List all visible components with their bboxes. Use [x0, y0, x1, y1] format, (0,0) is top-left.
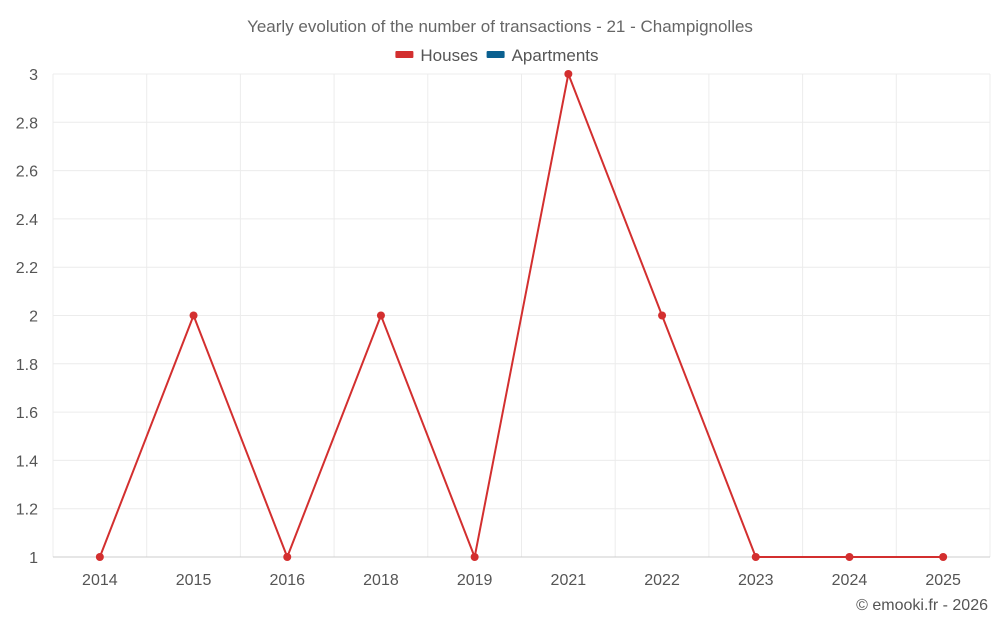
data-point [189, 311, 198, 320]
data-point [939, 553, 948, 561]
x-tick-label: 2021 [551, 572, 587, 589]
credit-text: © emooki.fr - 2026 [856, 597, 988, 614]
y-tick-label: 2.8 [16, 115, 38, 132]
legend: Houses Apartments [395, 46, 599, 65]
x-tick-label: 2014 [82, 572, 118, 589]
data-point [95, 553, 104, 561]
y-tick-label: 2 [29, 309, 38, 326]
legend-label: Apartments [512, 46, 599, 65]
data-point [845, 553, 854, 561]
y-tick-label: 1 [29, 550, 38, 567]
axes: 1 1.2 1.4 1.6 1.8 2 2.2 2.4 2.6 2.8 3 2014 2015 2016 2… [16, 67, 990, 589]
data-point [470, 553, 479, 561]
data-point [376, 311, 385, 320]
x-tick-label: 2015 [176, 572, 212, 589]
legend-swatch [395, 51, 414, 58]
chart-title: Yearly evolution of the number of transa… [247, 17, 753, 36]
x-tick-label: 2025 [925, 572, 961, 589]
y-tick-label: 3 [29, 67, 38, 84]
y-tick-label: 1.2 [16, 502, 38, 519]
x-tick-label: 2022 [644, 572, 680, 589]
series-line-houses [98, 73, 944, 558]
legend-label: Houses [420, 46, 478, 65]
x-tick-label: 2016 [269, 572, 305, 589]
x-tick-label: 2019 [457, 572, 493, 589]
y-tick-label: 1.6 [16, 405, 38, 422]
x-tick-label: 2023 [738, 572, 774, 589]
data-point [751, 553, 760, 561]
y-tick-label: 1.4 [16, 453, 38, 470]
x-tick-label: 2018 [363, 572, 399, 589]
legend-swatch [486, 51, 505, 58]
data-point [283, 553, 292, 561]
data-point [564, 70, 573, 78]
y-tick-label: 2.4 [16, 212, 38, 229]
data-point [658, 311, 667, 320]
y-tick-label: 2.2 [16, 260, 38, 277]
y-tick-label: 1.8 [16, 357, 38, 374]
y-tick-label: 2.6 [16, 164, 38, 181]
series-layer [95, 70, 948, 561]
x-tick-label: 2024 [832, 572, 868, 589]
